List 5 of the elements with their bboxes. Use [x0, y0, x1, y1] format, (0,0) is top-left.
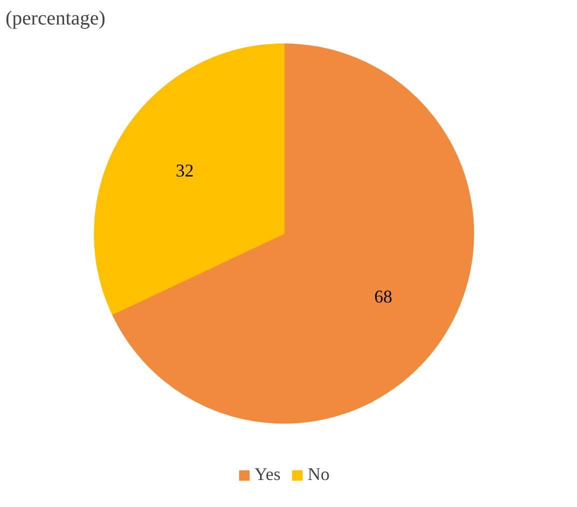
legend-label: Yes — [254, 464, 281, 485]
data-label: 32 — [176, 160, 194, 181]
legend-label: No — [308, 464, 330, 485]
data-label: 68 — [374, 286, 392, 307]
chart-title: (percentage) — [6, 8, 106, 30]
